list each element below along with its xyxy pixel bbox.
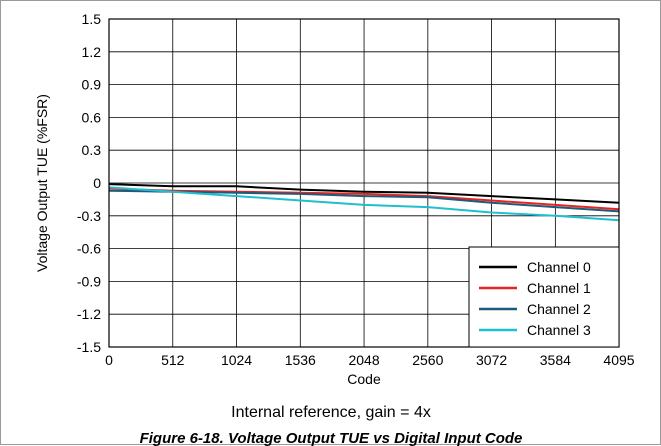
y-tick-label: -1.2 [77,306,101,322]
x-tick-label: 2048 [348,352,379,368]
y-tick-label: -0.3 [77,208,101,224]
series-lines [108,183,620,222]
series-line-channel-0 [108,183,620,204]
y-tick-label: 1.2 [82,44,102,60]
series-line-channel-1 [108,187,620,211]
figure-caption: Figure 6-18. Voltage Output TUE vs Digit… [140,430,523,446]
x-tick-label: 1024 [221,352,252,368]
legend-label-channel-3: Channel 3 [527,322,591,338]
y-axis-label: Voltage Output TUE (%FSR) [34,94,50,272]
series-line-channel-2 [108,189,620,213]
y-tick-label: 1.5 [82,11,102,27]
legend-label-channel-0: Channel 0 [527,259,591,275]
y-tick-label: -1.5 [77,339,101,355]
legend-box [468,246,620,348]
x-tick-label: 0 [105,352,113,368]
x-tick-label: 2560 [412,352,443,368]
y-tick-label: -0.6 [77,241,101,257]
x-tick-label: 3584 [540,352,571,368]
y-tick-label: 0.3 [82,142,102,158]
y-tick-labels: 1.5 1.2 0.9 0.6 0.3 0 -0.3 -0.6 -0.9 -1.2 -1.5 [77,11,101,355]
y-tick-label: 0.6 [82,109,102,125]
x-tick-labels: 0 512 1024 1536 2048 2560 3072 3584 4095 [105,352,635,368]
legend-label-channel-1: Channel 1 [527,280,591,296]
y-tick-label: 0 [93,175,101,191]
y-tick-label: -0.9 [77,273,101,289]
x-tick-label: 4095 [603,352,634,368]
y-tick-label: 0.9 [82,77,102,93]
legend: Channel 0 Channel 1 Channel 2 Channel 3 [468,246,620,348]
legend-label-channel-2: Channel 2 [527,301,591,317]
x-axis-label: Code [347,371,381,387]
x-tick-label: 512 [161,352,185,368]
series-line-channel-3 [108,186,620,222]
plot-area-border [108,18,620,348]
legend-items: Channel 0 Channel 1 Channel 2 Channel 3 [479,259,591,338]
x-tick-label: 1536 [285,352,316,368]
chart-subtitle: Internal reference, gain = 4x [231,404,431,421]
x-tick-label: 3072 [476,352,507,368]
